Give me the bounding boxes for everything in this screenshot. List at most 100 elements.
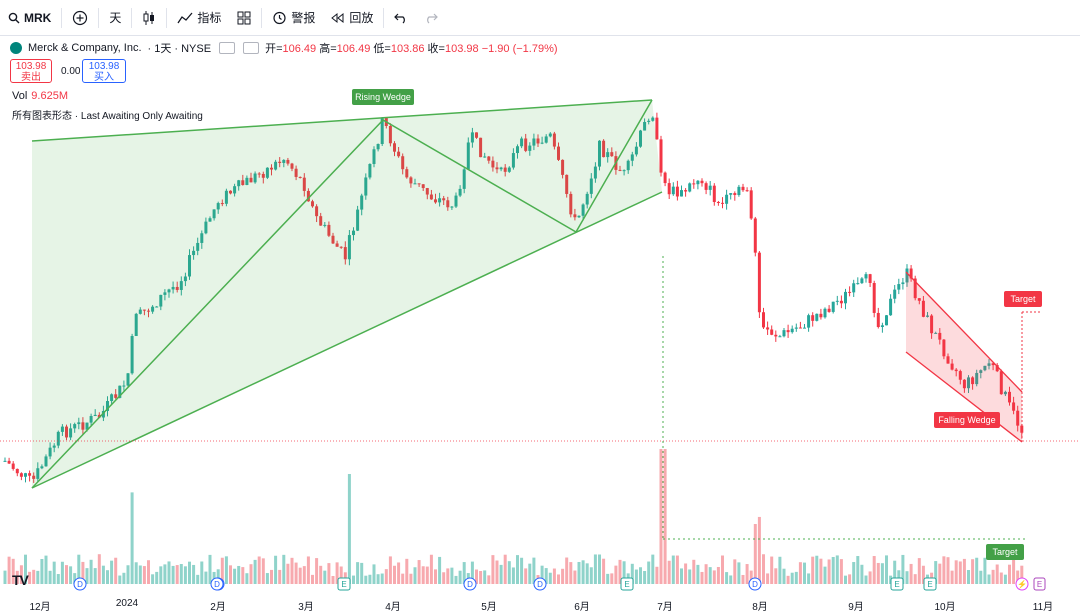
volume-bar [762,554,765,584]
candle-body [282,159,286,163]
time-axis-label: 9月 [848,602,864,613]
candle-body [725,194,729,204]
volume-bar [479,571,483,584]
rising-wedge-lower-line[interactable] [31,191,663,489]
volume-bar [835,555,839,584]
candle-body [598,140,601,167]
tradingview-logo: TV [12,572,29,588]
volume-bar [696,564,700,584]
candle-body [298,176,302,178]
candle-body [405,169,409,178]
volume-bar [327,563,331,584]
volume-bar [659,449,663,584]
volume-bar [860,564,864,584]
candle-body [327,224,331,236]
volume-bar [577,561,581,584]
earnings-marker[interactable]: E [620,577,634,591]
dividend-marker[interactable]: D [748,577,762,591]
volume-bar [319,565,323,584]
falling-wedge-label[interactable]: Falling Wedge [938,415,995,425]
volume-bar [741,574,745,584]
chart-type-button[interactable] [134,0,164,36]
volume-bar [179,564,183,584]
candle-body [511,153,515,168]
candle-body [565,174,569,194]
candle-body [306,190,310,202]
dividend-marker[interactable]: D [73,577,87,591]
candle-body [454,195,458,207]
volume-bar [557,574,560,584]
target-volume-label[interactable]: Target [992,547,1018,557]
volume-bar [352,575,355,584]
patterns-legend[interactable]: 所有图表形态 · Last Awaiting Only Awaiting [12,111,203,122]
candle-body [708,185,712,190]
interval-button[interactable]: 天 [101,0,129,36]
volume-bar [130,492,134,584]
candle-body [257,173,261,175]
event-e-future[interactable]: E [1033,577,1046,591]
time-axis[interactable]: 12月 2024 2月 3月 4月 5月 6月 7月 8月 9月 10月 11月 [0,596,1080,613]
indicators-button[interactable]: 指标 [169,0,229,36]
dividend-marker[interactable]: D [463,577,477,591]
company-name[interactable]: Merck & Company, Inc. [28,42,142,54]
candle-body [60,426,64,432]
dividend-marker[interactable]: D [533,577,547,591]
alert-button[interactable]: 警报 [264,0,323,36]
earnings-marker[interactable]: E [337,577,351,591]
volume-bar [684,563,688,584]
dividend-marker[interactable]: D [210,577,224,591]
flash-icon[interactable]: ⚡ [1015,577,1029,591]
candle-body [237,180,241,187]
rising-wedge-zigzag[interactable] [31,99,653,489]
volume-bar [52,561,56,584]
volume-legend: Vol 9.625M [12,90,68,102]
rising-wedge-label[interactable]: Rising Wedge [355,92,411,102]
buy-button[interactable]: 103.98 买入 [82,59,126,83]
volume-bar [864,575,868,584]
candle-body [946,356,950,364]
candle-body [905,268,909,283]
volume-bar [450,567,454,584]
plus-circle-icon [73,10,88,25]
volume-bar [618,559,622,584]
earnings-marker[interactable]: E [923,577,937,591]
time-axis-label: 5月 [481,602,497,613]
target-price-label[interactable]: Target [1010,294,1036,304]
candle-body [753,218,757,253]
volume-bar [110,560,114,584]
volume-bar [856,556,860,584]
candle-body [659,139,663,173]
undo-button[interactable] [386,0,416,36]
symbol-search[interactable]: MRK [0,0,59,36]
falling-wedge-upper-line[interactable] [905,271,1023,393]
candle-body [581,204,585,216]
volume-bar [868,571,872,584]
volume-bar [528,563,532,584]
candle-body [979,370,983,373]
volume-bar [48,570,52,584]
volume-bar [311,574,314,584]
volume-bar [532,557,536,584]
candle-body [151,306,155,312]
candle-body [360,195,364,210]
candle-body [192,250,196,256]
legend-eye-icon[interactable] [219,42,236,54]
volume-bar [819,558,823,584]
volume-bar [798,562,802,584]
candle-body [942,339,946,357]
replay-button[interactable]: 回放 [323,0,381,36]
compare-button[interactable] [64,0,96,36]
redo-button[interactable] [416,0,446,36]
falling-wedge-lower-line[interactable] [905,351,1023,443]
rising-wedge-upper-line[interactable] [31,99,653,142]
sell-button[interactable]: 103.98 卖出 [10,59,52,83]
candle-body [1003,391,1007,395]
layouts-button[interactable] [229,0,259,36]
candle-body [138,309,142,314]
earnings-marker[interactable]: E [890,577,904,591]
legend-settings-icon[interactable] [243,42,260,54]
candle-body [85,422,89,430]
candle-body [352,230,355,236]
volume-bar [729,575,733,584]
price-chart[interactable]: Rising Wedge Falling Wedge Target Target… [0,36,1080,596]
